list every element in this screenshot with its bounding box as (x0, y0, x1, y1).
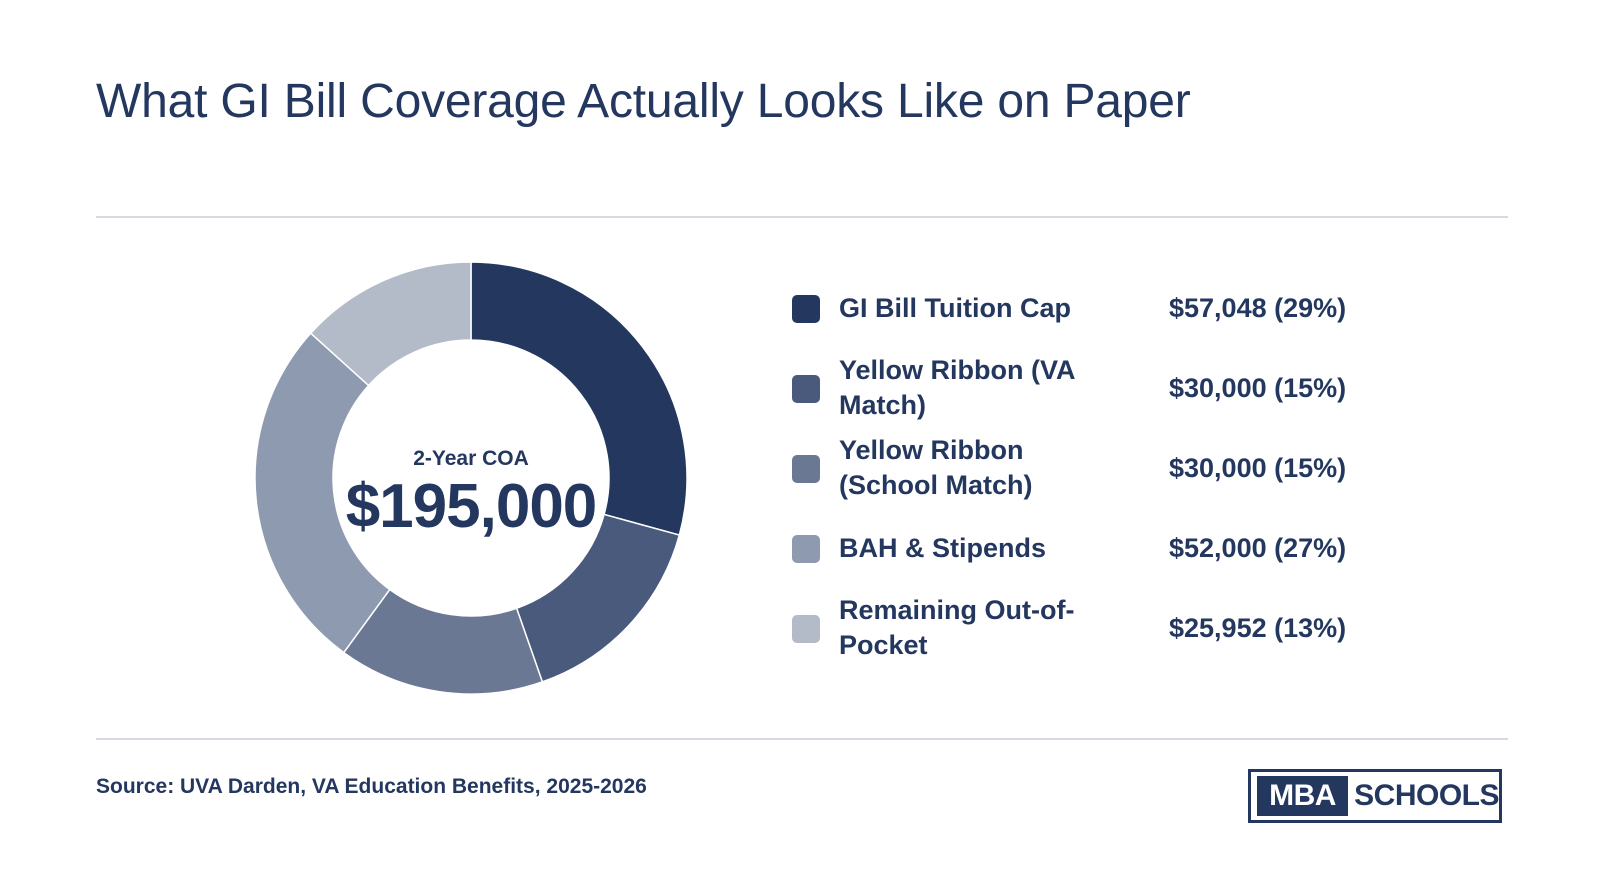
donut-slice-4 (254, 332, 391, 654)
legend-label: GI Bill Tuition Cap (839, 292, 1071, 323)
legend-item: GI Bill Tuition Cap $57,048 (29%) (792, 268, 1412, 348)
source-note: Source: UVA Darden, VA Education Benefit… (96, 775, 647, 798)
donut-svg (254, 261, 688, 695)
legend-label: BAH & Stipends (839, 532, 1047, 563)
logo-mba-block: MBA (1257, 776, 1349, 816)
legend-value: $52,000 (27%) (1169, 532, 1347, 563)
page-title: What GI Bill Coverage Actually Looks Lik… (96, 75, 1191, 128)
legend-label: Yellow Ribbon (School Match) (839, 435, 1033, 500)
mba-schools-logo: MBA SCHOOLS (1248, 769, 1502, 823)
legend-item: Remaining Out-of-Pocket $25,952 (13%) (792, 588, 1412, 668)
legend-item: Yellow Ribbon (School Match) $30,000 (15%… (792, 428, 1412, 508)
legend-item: Yellow Ribbon (VA Match) $30,000 (15%) (792, 348, 1412, 428)
legend-item: BAH & Stipends $52,000 (27%) (792, 508, 1412, 588)
legend-value: $30,000 (15%) (1169, 452, 1347, 483)
legend-swatch (792, 615, 820, 643)
donut-slice-1 (470, 261, 688, 536)
donut-slice-5 (309, 261, 472, 387)
bottom-divider (96, 738, 1508, 740)
donut-center-label: 2-Year COA (413, 447, 529, 470)
donut-chart: 2-Year COA $195,000 (248, 255, 694, 701)
legend-label: Yellow Ribbon (VA Match) (839, 355, 1075, 420)
legend-swatch (792, 375, 820, 403)
legend-swatch (792, 295, 820, 323)
legend-value: $57,048 (29%) (1169, 292, 1347, 323)
logo-schools-text: SCHOOLS (1354, 779, 1499, 812)
chart-legend: GI Bill Tuition Cap $57,048 (29%) Yellow R… (792, 268, 1412, 668)
legend-value: $25,952 (13%) (1169, 612, 1347, 643)
legend-label: Remaining Out-of-Pocket (839, 595, 1075, 660)
donut-center-value: $195,000 (345, 472, 598, 541)
top-divider (96, 216, 1508, 218)
legend-value: $30,000 (15%) (1169, 372, 1347, 403)
legend-swatch (792, 535, 820, 563)
legend-swatch (792, 455, 820, 483)
